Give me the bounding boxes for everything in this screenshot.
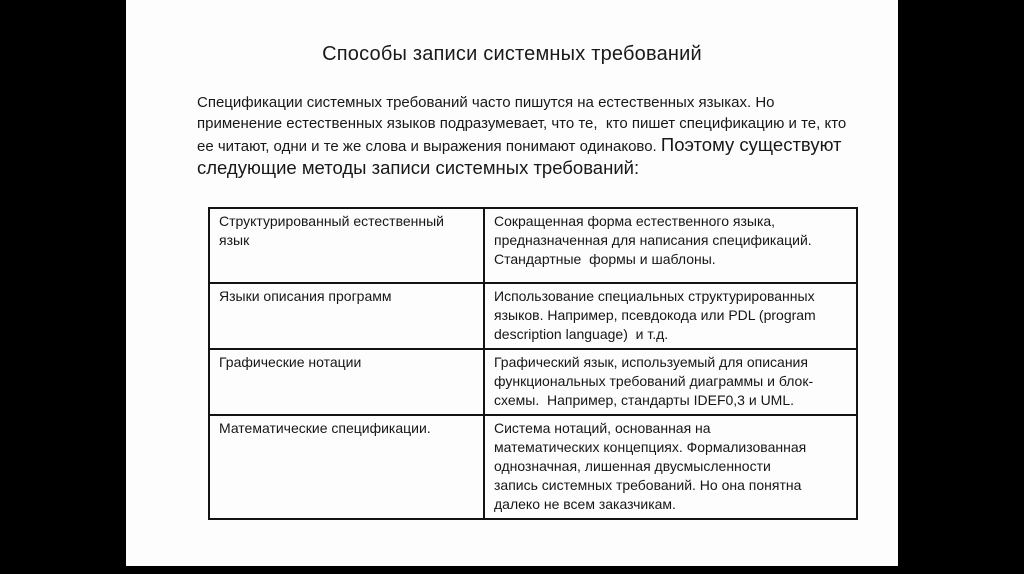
slide-title: Способы записи системных требований [322, 43, 702, 65]
paragraph-text-segment: ее читают, одни и те же слова и выражени… [197, 138, 661, 155]
description-line: предназначенная для написания спецификац… [494, 232, 812, 248]
table-row: Математические спецификации. Система нота… [208, 414, 858, 520]
paragraph-line: применение естественных языков подразуме… [197, 113, 877, 134]
term-cell: Языки описания программ [208, 282, 485, 350]
table-row: Графические нотации Графический язык, исп… [208, 348, 858, 416]
description-line: далеко не всем заказчикам. [494, 496, 676, 512]
paragraph-line: следующие методы записи системных требов… [197, 157, 877, 180]
description-line: функциональных требований диаграммы и бл… [494, 373, 814, 389]
term-line: язык [219, 232, 250, 248]
table-row: Структурированный естественный язык Сокращ… [208, 207, 858, 284]
description-line: description language) и т.д. [494, 326, 669, 342]
description-line: языков. Например, псевдокода или PDL (pr… [494, 307, 816, 323]
letterbox-bottom-bar [0, 566, 1024, 574]
methods-table-body: Структурированный естественный язык Сокращ… [208, 207, 858, 520]
term-line: Графические нотации [219, 354, 362, 370]
description-cell: Использование специальных структурирован… [483, 282, 858, 350]
description-line: однозначная, лишенная двусмысленности [494, 458, 771, 474]
description-cell: Сокращенная форма естественного языка, пр… [483, 207, 858, 284]
paragraph-text-segment: Поэтому существуют [660, 134, 842, 155]
description-cell: Система нотаций, основанная на математиче… [483, 414, 858, 520]
description-line: схемы. Например, стандарты IDEF0,3 и UML… [494, 392, 795, 408]
paragraph-line: Спецификации системных требований часто … [197, 92, 877, 113]
methods-table: Структурированный естественный язык Сокращ… [208, 207, 858, 520]
term-line: Структурированный естественный [219, 213, 444, 229]
paragraph-text-segment: Спецификации системных требований часто … [197, 94, 775, 111]
description-line: Сокращенная форма естественного языка, [494, 213, 776, 229]
term-cell: Графические нотации [208, 348, 485, 416]
slide-canvas: Способы записи системных требований Спец… [126, 0, 898, 566]
paragraph-text-segment: следующие методы записи системных требов… [197, 157, 640, 178]
term-cell: Математические спецификации. [208, 414, 485, 520]
intro-paragraph: Спецификации системных требований часто … [197, 92, 877, 180]
description-line: запись системных требований. Но она поня… [494, 477, 802, 493]
description-line: математических концепциях. Формализованн… [494, 439, 807, 455]
term-line: Математические спецификации. [219, 420, 431, 436]
term-cell: Структурированный естественный язык [208, 207, 485, 284]
table-row: Языки описания программ Использование спе… [208, 282, 858, 350]
paragraph-line: ее читают, одни и те же слова и выражени… [197, 134, 877, 157]
description-line: Стандартные формы и шаблоны. [494, 251, 716, 267]
description-cell: Графический язык, используемый для описа… [483, 348, 858, 416]
description-line: Графический язык, используемый для описа… [494, 354, 808, 370]
term-line: Языки описания программ [219, 288, 392, 304]
description-line: Система нотаций, основанная на [494, 420, 711, 436]
description-line: Использование специальных структурирован… [494, 288, 815, 304]
paragraph-text-segment: применение естественных языков подразуме… [197, 115, 847, 132]
